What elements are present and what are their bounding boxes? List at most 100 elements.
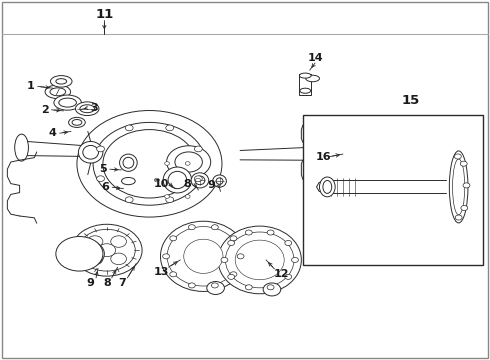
Ellipse shape (453, 159, 465, 215)
Circle shape (87, 253, 103, 265)
Ellipse shape (83, 145, 98, 159)
Circle shape (245, 230, 252, 235)
Circle shape (165, 195, 170, 198)
Ellipse shape (218, 226, 301, 294)
Ellipse shape (45, 85, 71, 99)
Circle shape (97, 146, 104, 152)
Text: 2: 2 (41, 105, 49, 115)
Circle shape (237, 254, 244, 259)
Circle shape (111, 236, 126, 247)
Circle shape (166, 125, 173, 131)
Ellipse shape (191, 173, 209, 188)
Text: 6: 6 (101, 182, 109, 192)
Circle shape (185, 162, 190, 165)
Ellipse shape (72, 120, 82, 125)
Circle shape (77, 111, 222, 217)
Text: 7: 7 (119, 278, 126, 288)
Circle shape (267, 285, 274, 290)
Text: 9: 9 (87, 278, 95, 288)
Ellipse shape (78, 141, 103, 163)
Circle shape (292, 257, 298, 262)
Ellipse shape (15, 134, 28, 161)
Text: 11: 11 (95, 8, 114, 21)
Circle shape (80, 249, 92, 258)
Circle shape (285, 240, 292, 246)
Ellipse shape (216, 178, 223, 184)
Text: 10: 10 (154, 179, 170, 189)
Text: 13: 13 (154, 267, 170, 277)
Circle shape (98, 244, 116, 257)
Circle shape (125, 125, 133, 131)
Text: 5: 5 (99, 164, 107, 174)
Ellipse shape (319, 177, 335, 197)
Circle shape (463, 183, 470, 188)
Circle shape (125, 197, 133, 203)
Circle shape (93, 122, 206, 205)
Circle shape (228, 274, 235, 279)
Bar (303, 115, 483, 265)
Text: 16: 16 (316, 152, 331, 162)
Circle shape (167, 146, 211, 178)
Circle shape (285, 274, 292, 279)
Ellipse shape (449, 151, 468, 223)
Ellipse shape (323, 180, 332, 193)
Circle shape (165, 162, 170, 165)
Ellipse shape (59, 98, 76, 107)
Ellipse shape (69, 117, 85, 127)
Circle shape (461, 206, 468, 211)
Circle shape (166, 197, 173, 203)
Text: 1: 1 (26, 81, 34, 91)
Ellipse shape (50, 88, 66, 96)
Circle shape (207, 282, 224, 294)
Circle shape (211, 283, 218, 288)
Circle shape (74, 245, 98, 262)
Bar (299, 74, 311, 95)
Ellipse shape (184, 239, 223, 274)
Ellipse shape (167, 227, 240, 286)
Circle shape (245, 285, 252, 290)
Circle shape (455, 215, 462, 220)
Circle shape (267, 230, 274, 235)
Circle shape (211, 225, 218, 230)
Circle shape (454, 154, 461, 159)
Ellipse shape (161, 221, 246, 292)
Circle shape (460, 161, 467, 166)
Text: 15: 15 (401, 94, 420, 107)
Ellipse shape (50, 76, 72, 87)
Circle shape (228, 240, 235, 246)
Ellipse shape (75, 102, 99, 116)
Circle shape (72, 224, 142, 276)
Circle shape (221, 257, 228, 262)
Ellipse shape (80, 105, 95, 113)
Circle shape (97, 176, 104, 181)
Circle shape (195, 176, 202, 181)
Circle shape (196, 178, 200, 182)
Circle shape (103, 130, 196, 198)
Circle shape (189, 283, 196, 288)
Ellipse shape (168, 171, 187, 189)
Circle shape (154, 178, 159, 182)
Text: 4: 4 (49, 128, 57, 138)
Circle shape (263, 283, 281, 296)
Text: 8: 8 (183, 179, 191, 189)
Ellipse shape (195, 176, 205, 185)
Text: 9: 9 (208, 180, 216, 190)
Ellipse shape (163, 167, 192, 193)
Circle shape (163, 254, 170, 259)
Circle shape (175, 152, 202, 172)
Ellipse shape (123, 157, 134, 168)
Ellipse shape (235, 240, 284, 280)
Circle shape (230, 236, 237, 241)
Text: 3: 3 (91, 103, 98, 113)
Ellipse shape (122, 177, 135, 185)
Text: 12: 12 (274, 269, 290, 279)
Circle shape (67, 240, 104, 267)
Ellipse shape (54, 95, 81, 110)
Ellipse shape (225, 232, 294, 288)
Circle shape (56, 237, 103, 271)
Ellipse shape (299, 73, 311, 78)
Circle shape (195, 146, 202, 152)
Ellipse shape (306, 75, 319, 82)
Circle shape (189, 225, 196, 230)
Circle shape (170, 236, 177, 241)
